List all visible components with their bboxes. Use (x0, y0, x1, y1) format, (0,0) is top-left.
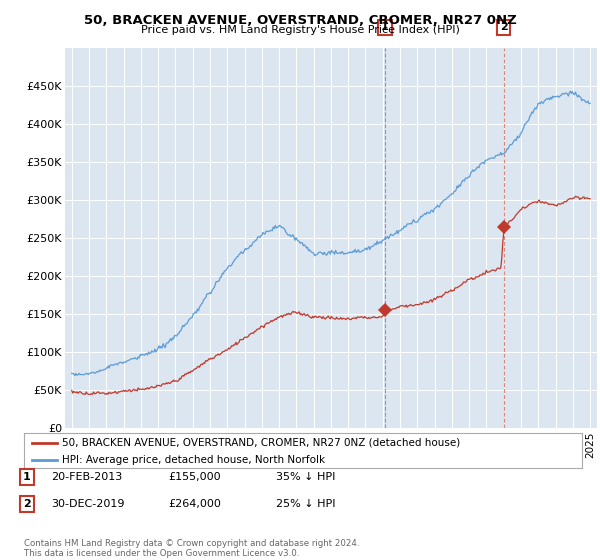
Text: 2: 2 (500, 22, 508, 32)
Text: 1: 1 (23, 472, 31, 482)
Text: 25% ↓ HPI: 25% ↓ HPI (276, 499, 335, 509)
Text: £264,000: £264,000 (168, 499, 221, 509)
Text: 30-DEC-2019: 30-DEC-2019 (51, 499, 125, 509)
Text: Price paid vs. HM Land Registry's House Price Index (HPI): Price paid vs. HM Land Registry's House … (140, 25, 460, 35)
Text: 2: 2 (23, 499, 31, 509)
Text: HPI: Average price, detached house, North Norfolk: HPI: Average price, detached house, Nort… (62, 455, 325, 465)
Text: 50, BRACKEN AVENUE, OVERSTRAND, CROMER, NR27 0NZ (detached house): 50, BRACKEN AVENUE, OVERSTRAND, CROMER, … (62, 437, 460, 447)
Text: 20-FEB-2013: 20-FEB-2013 (51, 472, 122, 482)
Text: 1: 1 (381, 22, 389, 32)
Text: Contains HM Land Registry data © Crown copyright and database right 2024.
This d: Contains HM Land Registry data © Crown c… (24, 539, 359, 558)
Text: £155,000: £155,000 (168, 472, 221, 482)
Text: 35% ↓ HPI: 35% ↓ HPI (276, 472, 335, 482)
Text: 50, BRACKEN AVENUE, OVERSTRAND, CROMER, NR27 0NZ: 50, BRACKEN AVENUE, OVERSTRAND, CROMER, … (83, 14, 517, 27)
